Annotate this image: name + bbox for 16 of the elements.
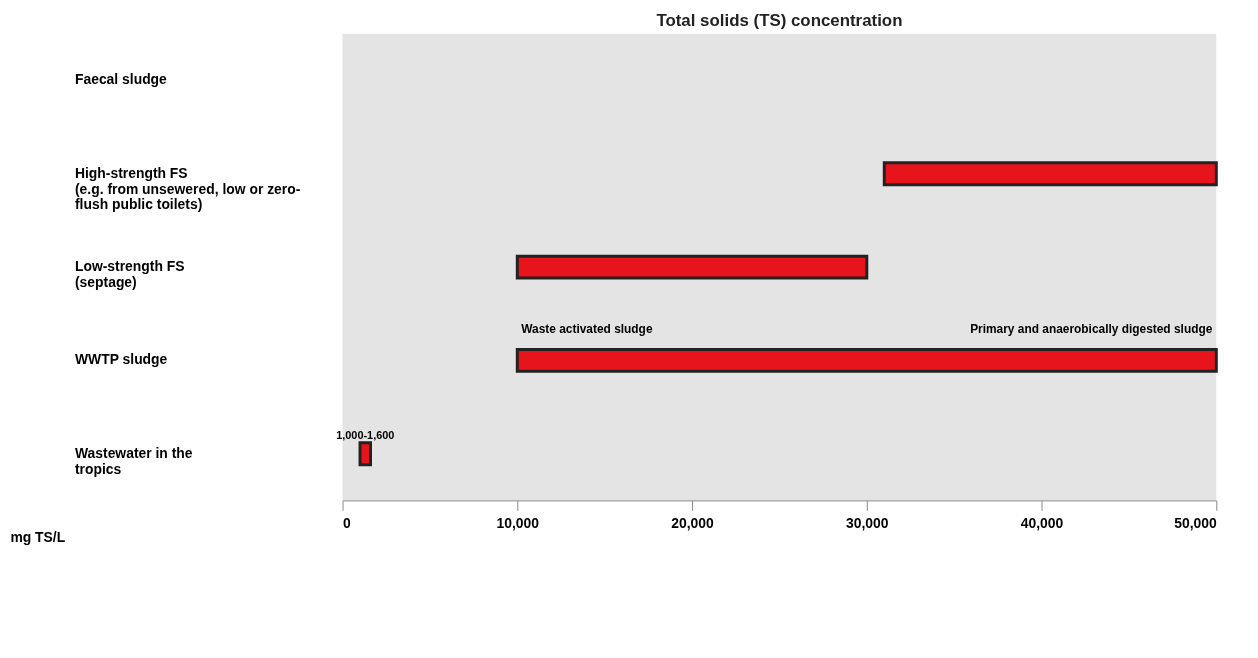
y-tick-label: High-strength FS (e.g. from unsewered, low or zero- flush public toilets) — [74, 164, 301, 213]
y-tick-label: Wastewater in the tropics — [74, 444, 193, 477]
chart-title: Total solids (TS) concentration — [656, 10, 903, 30]
annotation: Primary and anaerobically digested sludge — [970, 321, 1213, 336]
y-tick-label: Low-strength FS (septage) — [74, 258, 185, 290]
x-tick-label: 50,000 — [1174, 514, 1218, 531]
x-tick-label: 30,000 — [846, 514, 889, 531]
x-tick-label: 40,000 — [1020, 514, 1064, 531]
x-axis-title: mg TS/L — [10, 528, 66, 545]
y-tick-label: WWTP sludge — [74, 351, 168, 368]
x-tick-label: 10,000 — [496, 514, 540, 531]
x-tick-label: 20,000 — [671, 514, 715, 531]
annotation: Waste activated sludge — [521, 321, 653, 336]
x-tick-label: 0 — [343, 514, 352, 531]
data-label: 1,000-1,600 — [336, 428, 395, 441]
y-tick-label: Faecal sludge — [74, 71, 168, 88]
